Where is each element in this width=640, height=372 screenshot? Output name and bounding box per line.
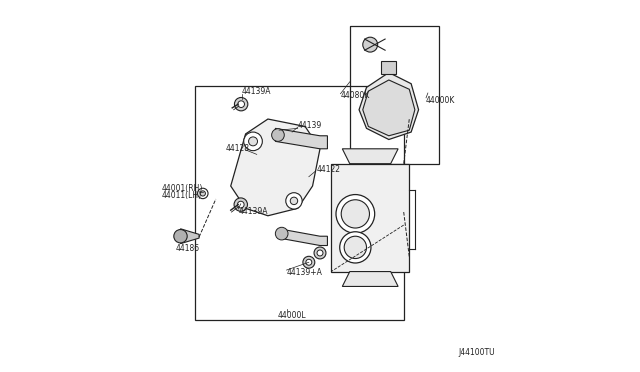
- Text: J44100TU: J44100TU: [458, 348, 495, 357]
- Ellipse shape: [276, 130, 289, 138]
- Text: 44186: 44186: [175, 244, 200, 253]
- Polygon shape: [231, 119, 320, 216]
- Circle shape: [198, 188, 208, 199]
- Circle shape: [314, 247, 326, 259]
- Circle shape: [234, 198, 248, 211]
- Polygon shape: [359, 73, 419, 140]
- Text: 44139+A: 44139+A: [287, 268, 323, 277]
- Circle shape: [244, 132, 262, 151]
- Polygon shape: [342, 149, 398, 164]
- Circle shape: [238, 101, 244, 108]
- Circle shape: [291, 197, 298, 205]
- Circle shape: [275, 227, 288, 240]
- Bar: [195, 86, 404, 320]
- Polygon shape: [363, 80, 415, 136]
- Polygon shape: [275, 128, 328, 149]
- Circle shape: [248, 137, 257, 146]
- Circle shape: [234, 97, 248, 111]
- Circle shape: [317, 250, 323, 256]
- Bar: [349, 26, 439, 164]
- Circle shape: [336, 195, 374, 233]
- Circle shape: [286, 193, 302, 209]
- Circle shape: [340, 232, 371, 263]
- Text: 44139A: 44139A: [242, 87, 271, 96]
- Text: 44000L: 44000L: [277, 311, 306, 320]
- Circle shape: [200, 191, 205, 196]
- Text: 44139: 44139: [298, 121, 322, 130]
- Text: 44122: 44122: [316, 165, 340, 174]
- Polygon shape: [342, 272, 398, 286]
- Text: 44128: 44128: [225, 144, 249, 153]
- Circle shape: [344, 236, 367, 259]
- Circle shape: [303, 256, 315, 268]
- Circle shape: [341, 200, 369, 228]
- Circle shape: [363, 37, 378, 52]
- Text: 44001(RH): 44001(RH): [162, 184, 204, 193]
- Circle shape: [174, 230, 187, 243]
- Circle shape: [237, 201, 244, 208]
- Text: 44000K: 44000K: [426, 96, 456, 105]
- Circle shape: [271, 129, 284, 141]
- Circle shape: [306, 259, 312, 265]
- FancyBboxPatch shape: [331, 164, 410, 272]
- Text: 44080K: 44080K: [340, 92, 370, 100]
- Text: 44139A: 44139A: [238, 207, 268, 216]
- Text: 44011(LH): 44011(LH): [162, 191, 202, 200]
- Polygon shape: [381, 61, 396, 74]
- Polygon shape: [180, 229, 199, 244]
- Polygon shape: [279, 229, 328, 246]
